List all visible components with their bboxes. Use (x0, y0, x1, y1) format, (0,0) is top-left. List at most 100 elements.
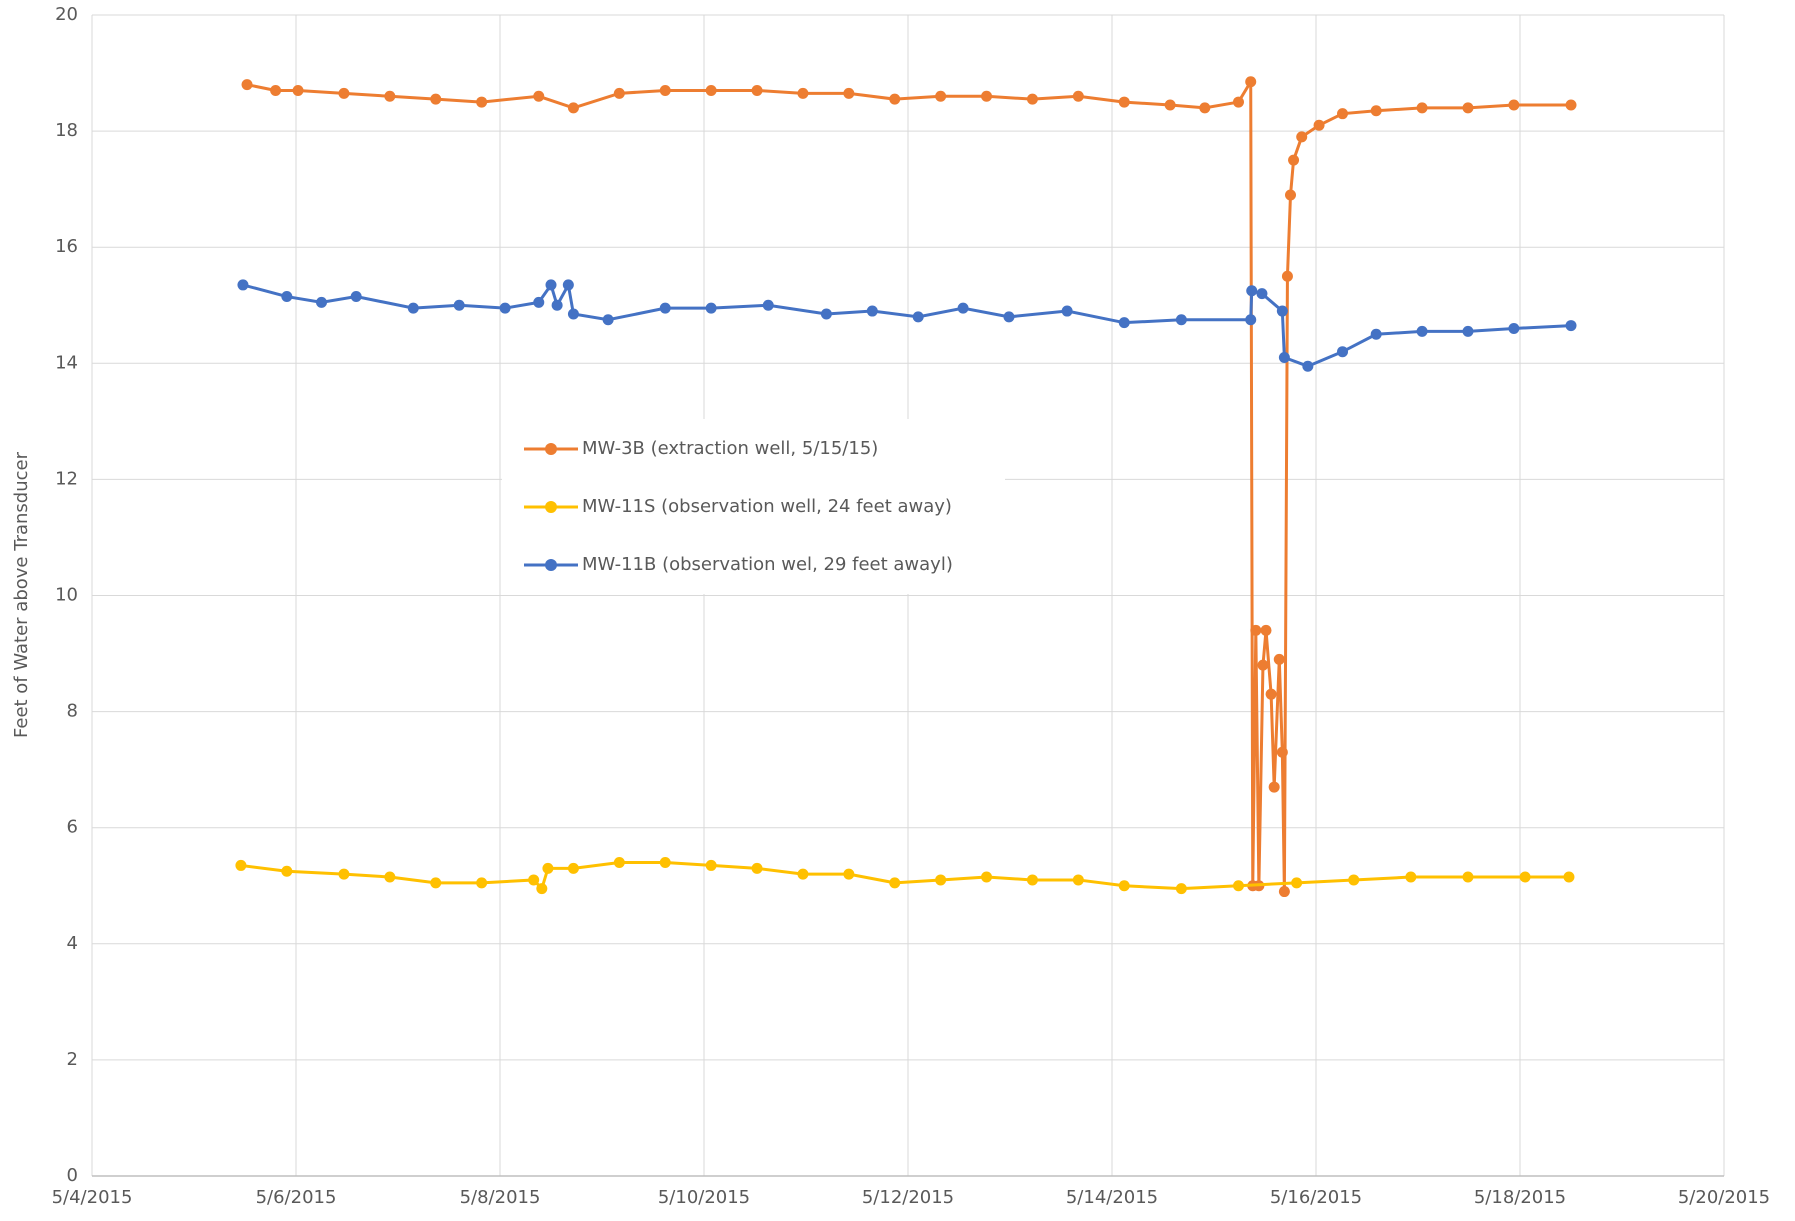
data-point (1462, 871, 1474, 883)
series-line (246, 76, 1571, 892)
legend-swatch (545, 443, 557, 455)
data-point (1285, 189, 1296, 201)
data-point (281, 291, 293, 303)
y-tick-label: 8 (67, 701, 78, 722)
data-point (542, 862, 554, 874)
data-point (1118, 880, 1130, 892)
data-point (1245, 314, 1257, 326)
data-point (843, 868, 855, 880)
data-point (292, 84, 304, 96)
x-tick-label: 5/16/2015 (1270, 1187, 1362, 1208)
data-point (1508, 322, 1520, 334)
data-point (1003, 311, 1015, 323)
data-point (567, 862, 579, 874)
data-point (762, 299, 774, 311)
y-axis-title: Feet of Water above Transducer (11, 451, 32, 738)
data-point (338, 868, 350, 880)
data-point (981, 871, 993, 883)
data-point (613, 857, 625, 869)
data-point (1462, 102, 1474, 114)
data-point (1337, 108, 1349, 120)
data-point (659, 302, 671, 314)
data-point (602, 314, 614, 326)
data-point (1164, 99, 1176, 111)
legend-swatch (545, 501, 557, 513)
data-point (235, 859, 247, 871)
data-point (1462, 325, 1474, 337)
data-point (551, 299, 563, 311)
data-point (407, 302, 419, 314)
x-tick-label: 5/18/2015 (1474, 1187, 1566, 1208)
x-tick-label: 5/6/2015 (256, 1187, 337, 1208)
data-point (1072, 874, 1084, 886)
data-point (1118, 317, 1130, 329)
y-tick-label: 20 (55, 4, 78, 25)
data-point (350, 291, 362, 303)
data-point (705, 859, 717, 871)
data-point (1278, 351, 1290, 363)
data-point (866, 305, 878, 317)
data-point (659, 857, 671, 869)
data-point (567, 102, 579, 114)
data-point (1232, 96, 1244, 108)
data-point (1245, 76, 1257, 88)
y-tick-label: 14 (55, 352, 78, 373)
data-point (1296, 131, 1308, 143)
data-point (1256, 288, 1268, 300)
x-tick-label: 5/8/2015 (460, 1187, 541, 1208)
data-point (338, 87, 350, 99)
legend-box (502, 419, 1005, 594)
y-tick-label: 18 (55, 120, 78, 141)
data-point (1199, 102, 1211, 114)
data-point (1313, 119, 1325, 131)
data-point (533, 296, 545, 308)
data-point (528, 874, 540, 886)
data-point (889, 877, 901, 889)
y-tick-label: 4 (67, 933, 78, 954)
data-point (1519, 871, 1531, 883)
data-point (1563, 871, 1575, 883)
data-point (1276, 746, 1288, 758)
data-point (1268, 781, 1280, 793)
data-point (1565, 99, 1577, 111)
data-point (430, 93, 442, 105)
data-point (1281, 270, 1293, 282)
data-point (430, 877, 442, 889)
data-point (957, 302, 969, 314)
data-point (1405, 871, 1417, 883)
y-tick-label: 12 (55, 468, 78, 489)
data-point (1370, 105, 1382, 117)
data-point (476, 96, 488, 108)
data-point (613, 87, 625, 99)
legend-swatch (545, 559, 557, 571)
x-tick-label: 5/10/2015 (658, 1187, 750, 1208)
data-point (1118, 96, 1130, 108)
x-tick-label: 5/12/2015 (862, 1187, 954, 1208)
data-point (1257, 659, 1269, 671)
data-point (751, 84, 763, 96)
data-point (1175, 314, 1187, 326)
data-point (281, 865, 293, 877)
data-point (797, 868, 809, 880)
data-point (1370, 328, 1382, 340)
data-point (981, 90, 993, 102)
data-point (1026, 93, 1038, 105)
data-point (1565, 320, 1577, 332)
y-tick-label: 2 (67, 1049, 78, 1070)
data-point (567, 308, 579, 320)
data-point (270, 84, 282, 96)
y-tick-label: 10 (55, 585, 78, 606)
data-point (1246, 285, 1258, 297)
y-tick-label: 6 (67, 817, 78, 838)
data-point (536, 883, 548, 895)
data-point (1348, 874, 1360, 886)
legend-label: MW-11S (observation well, 24 feet away) (582, 496, 952, 517)
data-point (237, 279, 249, 291)
data-point (499, 302, 511, 314)
data-point (316, 296, 327, 308)
data-point (545, 279, 557, 291)
data-point (1260, 624, 1272, 636)
series-line (242, 280, 1572, 368)
data-point (1288, 154, 1300, 166)
data-point (1175, 883, 1187, 895)
